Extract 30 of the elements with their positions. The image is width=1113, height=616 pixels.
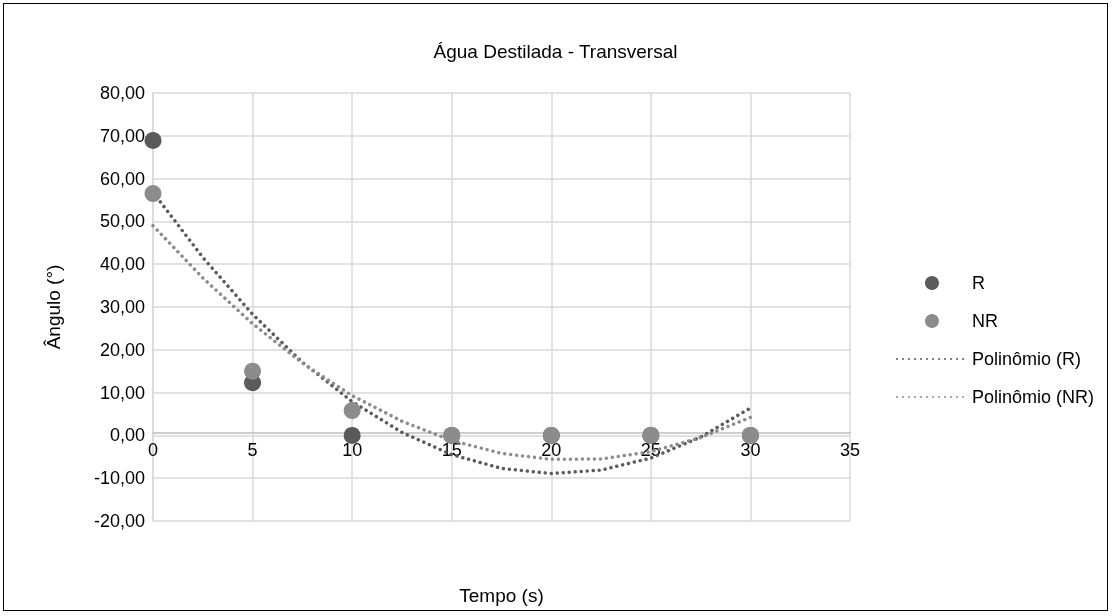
y-tick-label: 70,00 bbox=[99, 125, 145, 146]
point bbox=[144, 132, 162, 149]
y-tick-label: 40,00 bbox=[99, 254, 145, 275]
legend-label: Polinômio (R) bbox=[971, 349, 1081, 369]
y-tick-label: -10,00 bbox=[93, 468, 145, 489]
x-tick-label: 10 bbox=[342, 439, 363, 460]
x-tick-label: 35 bbox=[839, 439, 861, 460]
y-tick-label: 80,00 bbox=[99, 83, 145, 103]
y-tick-label: -20,00 bbox=[93, 511, 145, 531]
y-tick-label: 0,00 bbox=[109, 425, 145, 446]
x-tick-label: 30 bbox=[740, 439, 761, 460]
x-tick-label: 0 bbox=[147, 439, 159, 460]
y-tick-label: 30,00 bbox=[99, 297, 145, 317]
x-tick-label: 5 bbox=[247, 439, 258, 460]
y-axis-title: Ângulo (°) bbox=[43, 264, 64, 350]
point bbox=[144, 185, 162, 203]
y-tick-label: 60,00 bbox=[99, 168, 145, 189]
y-tick-label: 20,00 bbox=[99, 339, 145, 360]
x-axis-title: Tempo (s) bbox=[459, 585, 544, 606]
x-tick-label: 15 bbox=[441, 439, 462, 460]
point bbox=[343, 402, 361, 420]
legend-label: Polinômio (NR) bbox=[971, 387, 1094, 407]
y-tick-label: 10,00 bbox=[99, 382, 145, 403]
y-tick-label: 50,00 bbox=[99, 211, 145, 232]
legend-label: NR bbox=[971, 311, 998, 331]
x-tick-label: 20 bbox=[541, 439, 562, 460]
point bbox=[343, 426, 361, 444]
chart-title: Água Destilada - Transversal bbox=[433, 41, 678, 62]
legend-label: R bbox=[971, 273, 985, 293]
point bbox=[244, 362, 262, 380]
